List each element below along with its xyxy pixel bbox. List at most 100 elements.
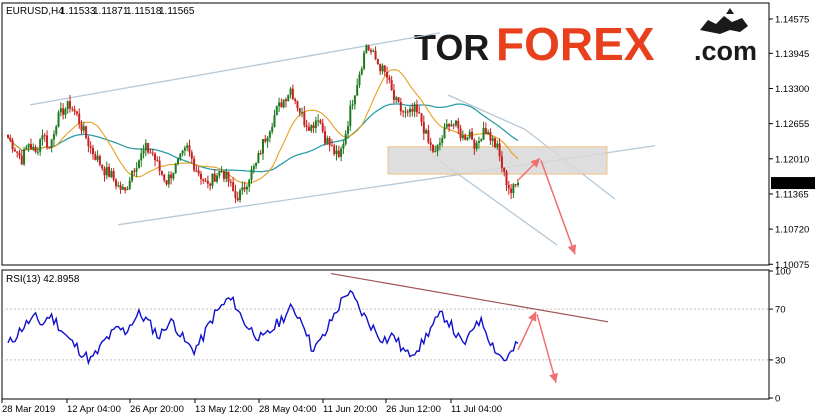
rsi-series	[7, 289, 519, 366]
candle-body	[409, 108, 412, 113]
rsi-down-arrow-shaft	[536, 313, 557, 383]
candle-body	[25, 147, 28, 150]
candle-body	[11, 140, 14, 150]
price-tick-label: 1.12655	[775, 119, 809, 130]
candle-body	[266, 137, 269, 142]
channel-upper-line	[29, 32, 441, 106]
ohlc-close: 1.11565	[159, 6, 195, 17]
candle-body	[167, 174, 170, 185]
candle-body	[317, 120, 320, 122]
candle-body	[418, 112, 421, 114]
candlesticks	[7, 44, 519, 204]
time-tick-label: 13 May 12:00	[195, 404, 253, 415]
candle-body	[461, 135, 464, 139]
forecast-arrows	[516, 157, 577, 383]
time-tick-label: 11 Jul 04:00	[451, 404, 502, 415]
candle-body	[202, 179, 205, 181]
rsi-tick-label: 100	[775, 267, 791, 278]
candle-body	[87, 138, 90, 147]
logo-part-tor: TOR	[414, 27, 489, 68]
candle-body	[303, 112, 306, 126]
price-tick-label: 1.10720	[775, 225, 809, 236]
candle-body	[365, 45, 368, 53]
candle-body	[140, 153, 143, 161]
candle-body	[500, 156, 503, 168]
candle-body	[289, 88, 292, 95]
candle-body	[427, 130, 430, 143]
candle-body	[204, 180, 207, 182]
candle-body	[239, 190, 242, 201]
candle-body	[188, 145, 191, 153]
candle-body	[211, 173, 214, 186]
candle-body	[494, 138, 497, 148]
candle-body	[512, 184, 515, 194]
candle-body	[85, 126, 88, 139]
time-tick-label: 28 Mar 2019	[2, 404, 55, 415]
candle-body	[225, 171, 228, 179]
candle-body	[13, 149, 16, 152]
ohlc-open: 1.11533	[60, 6, 96, 17]
candle-body	[482, 127, 485, 140]
candle-body	[321, 123, 324, 132]
candle-body	[452, 124, 455, 126]
candle-body	[57, 112, 60, 127]
rsi-axis: 100 70 30 0	[2, 267, 791, 405]
candle-body	[459, 128, 462, 139]
candle-body	[255, 162, 258, 167]
logo-part-forex: FOREX	[496, 18, 655, 70]
candle-body	[71, 108, 74, 110]
candle-body	[46, 135, 49, 148]
resistance-zone	[387, 146, 608, 175]
candle-body	[216, 175, 219, 182]
candle-body	[466, 137, 469, 140]
candle-body	[376, 59, 379, 64]
candle-body	[436, 145, 439, 151]
logo: TOR FOREX .com	[414, 8, 757, 70]
candle-body	[432, 144, 434, 152]
moving-averages	[7, 69, 519, 184]
time-tick-label: 26 Apr 20:00	[130, 404, 184, 415]
price-badge-bg	[771, 177, 815, 190]
candle-body	[314, 120, 317, 128]
candle-body	[397, 97, 400, 103]
candle-body	[445, 123, 448, 128]
candle-body	[151, 152, 154, 154]
candle-body	[165, 180, 168, 185]
candle-body	[131, 170, 134, 181]
candle-body	[356, 84, 359, 96]
candle-body	[27, 144, 30, 148]
candle-body	[94, 154, 97, 160]
candle-body	[372, 50, 375, 52]
candle-body	[121, 187, 124, 190]
candle-body	[271, 126, 274, 132]
candle-body	[333, 145, 336, 155]
candle-body	[55, 126, 58, 135]
candle-body	[510, 188, 513, 194]
candle-body	[20, 155, 23, 165]
candle-body	[259, 153, 262, 155]
candle-body	[172, 173, 175, 179]
candle-body	[250, 169, 253, 180]
candle-body	[275, 106, 278, 116]
candle-body	[369, 49, 372, 52]
candle-body	[360, 68, 363, 75]
candle-body	[75, 111, 78, 114]
candle-body	[395, 97, 398, 100]
candle-body	[457, 120, 460, 129]
candle-body	[29, 144, 32, 150]
price-tick-label: 1.12010	[775, 154, 809, 165]
candle-body	[505, 171, 508, 186]
candle-body	[80, 123, 83, 131]
candle-body	[112, 171, 115, 180]
candle-body	[177, 158, 179, 164]
candle-body	[66, 101, 69, 110]
candle-body	[278, 102, 281, 107]
candle-body	[174, 163, 177, 174]
ma-fast-line	[7, 69, 519, 184]
candle-body	[454, 120, 457, 126]
candle-body	[406, 111, 409, 113]
candle-body	[199, 173, 202, 180]
candle-body	[411, 108, 414, 112]
candle-body	[268, 131, 271, 138]
